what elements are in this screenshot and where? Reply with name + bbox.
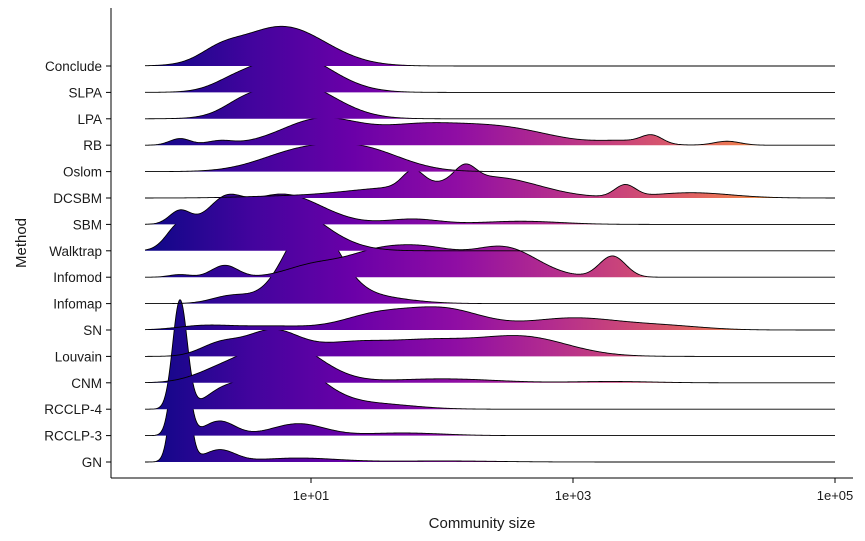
ridge-area: [145, 26, 835, 66]
ridges-layer: [144, 25, 835, 463]
y-tick-label: Conclude: [45, 59, 102, 74]
x-ticks: 1e+01 1e+03 1e+05: [293, 478, 854, 503]
y-tick-label: DCSBM: [53, 191, 102, 206]
ridge-outline: [145, 244, 835, 278]
ridge-oslom: [145, 142, 835, 173]
ridge-area: [145, 194, 835, 225]
ridge-infomod: [145, 244, 835, 278]
y-axis-label: Method: [13, 218, 30, 268]
ridge-gn: [145, 310, 835, 463]
ridge-outline: [145, 314, 835, 437]
x-axis-label: Community size: [429, 515, 536, 532]
y-tick-label: Infomod: [53, 270, 102, 285]
ridge-area: [145, 341, 835, 383]
x-tick-label: 1e+05: [817, 488, 854, 503]
ridge-area: [145, 329, 835, 357]
ridge-area: [145, 143, 835, 172]
y-tick-label: SLPA: [68, 85, 102, 100]
y-tick-label: GN: [82, 455, 102, 470]
y-tick-label: Infomap: [53, 297, 102, 312]
y-tick-label: RB: [83, 138, 102, 153]
ridge-outline: [144, 25, 835, 67]
y-tick-labels: Conclude SLPA LPA RB Oslom DCSBM SBM Walktrap In…: [44, 59, 111, 470]
y-tick-label: SBM: [73, 217, 102, 232]
ridge-rb: [144, 117, 835, 146]
y-tick-label: LPA: [77, 112, 102, 127]
ridge-sn: [144, 306, 835, 331]
y-tick-label: CNM: [71, 376, 102, 391]
y-tick-label: SN: [83, 323, 102, 338]
ridge-conclude: [144, 25, 835, 67]
ridge-outline: [144, 117, 835, 146]
ridge-rcclp-3: [145, 314, 835, 437]
x-tick-label: 1e+01: [293, 488, 330, 503]
ridge-area: [145, 117, 835, 146]
ridge-outline: [145, 163, 835, 199]
ridge-area: [145, 244, 835, 278]
ridge-louvain: [145, 328, 835, 357]
y-tick-label: Louvain: [55, 349, 102, 364]
ridge-outline: [145, 310, 835, 463]
ridge-outline: [145, 142, 835, 173]
axes-layer: [110, 8, 853, 479]
ridge-area: [145, 196, 835, 251]
ridge-outline: [145, 328, 835, 357]
y-tick-label: Oslom: [63, 165, 102, 180]
x-tick-label: 1e+03: [555, 488, 592, 503]
y-tick-label: Walktrap: [49, 244, 102, 259]
ridge-area: [145, 306, 835, 330]
ridge-dcsbm: [145, 163, 835, 199]
ridge-outline: [144, 306, 835, 331]
ridge-outline: [145, 219, 835, 305]
y-tick-label: RCCLP-3: [44, 429, 102, 444]
ridge-area: [145, 314, 835, 436]
ridge-area: [145, 163, 835, 198]
ridge-sbm: [144, 193, 835, 225]
y-tick-label: RCCLP-4: [44, 402, 102, 417]
